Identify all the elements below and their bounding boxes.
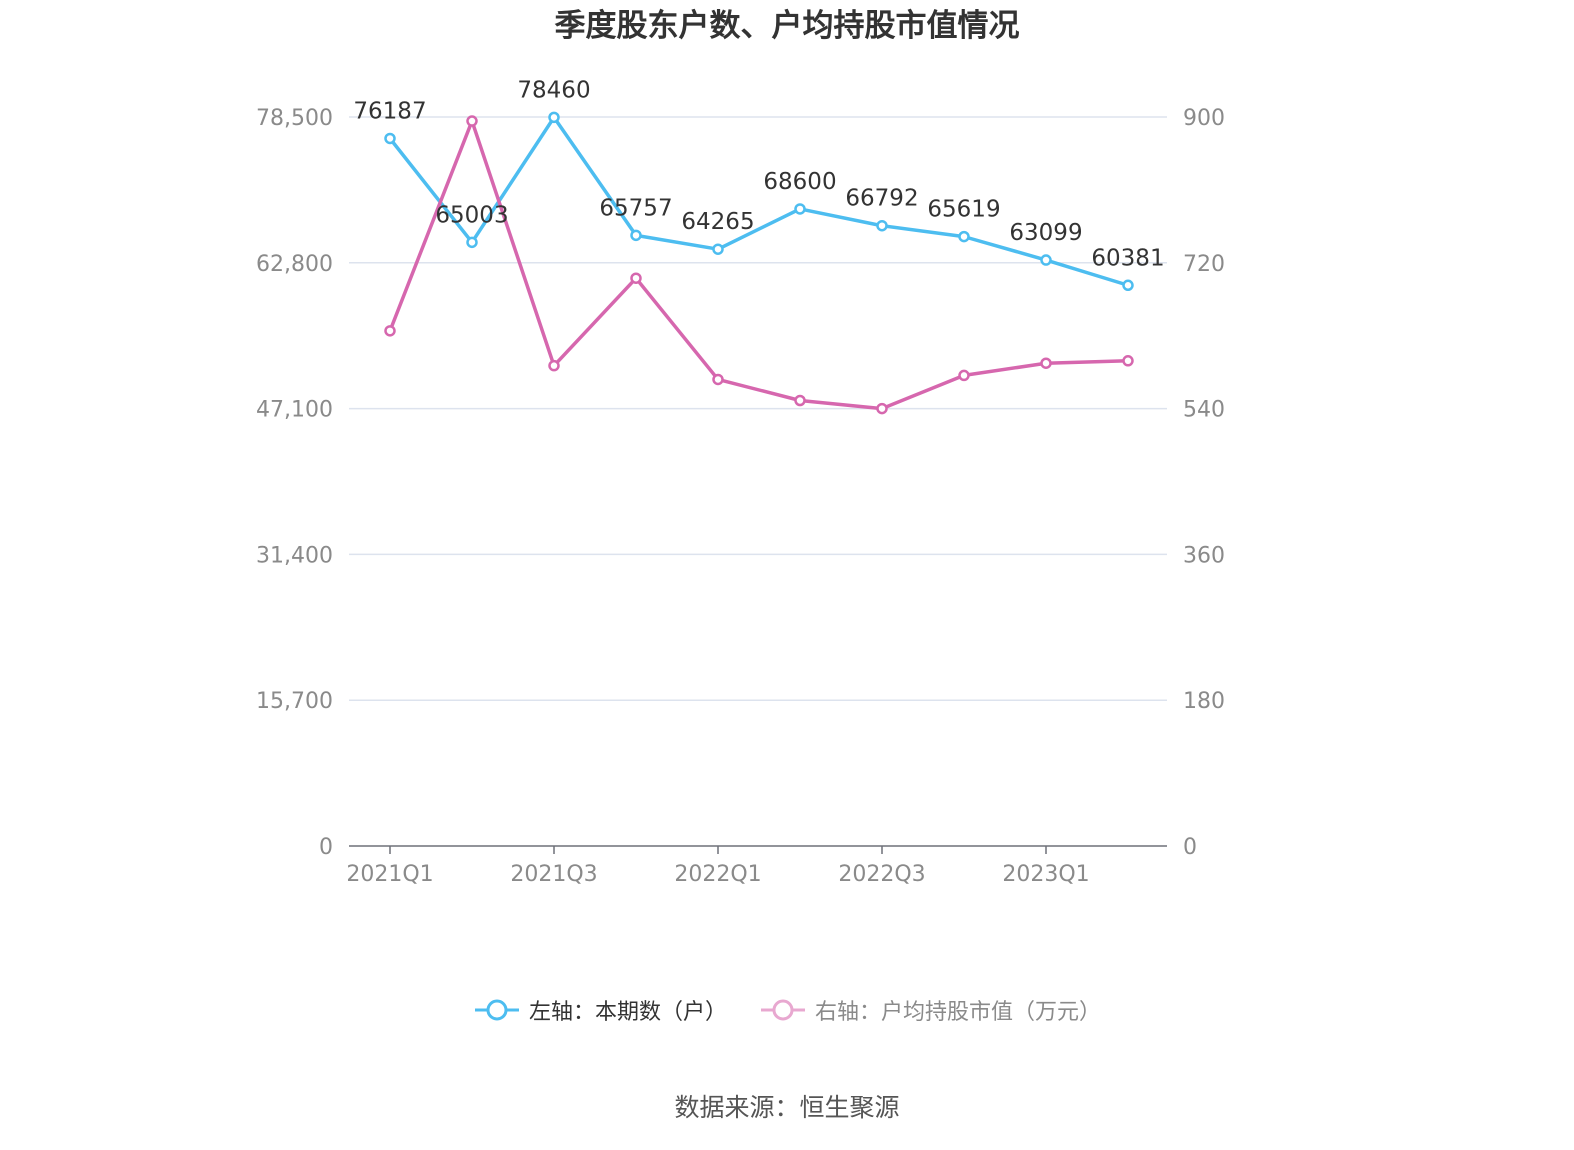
left-axis-tick-label: 0	[319, 835, 333, 860]
data-point	[794, 203, 806, 215]
data-point	[466, 236, 478, 249]
x-axis-tick-label: 2021Q1	[346, 862, 433, 887]
legend-marker-pink-icon	[761, 999, 805, 1021]
x-axis-tick-label: 2023Q1	[1002, 862, 1089, 887]
x-axis-tick-label: 2021Q3	[510, 862, 597, 887]
data-point	[712, 373, 724, 386]
axes: 0 15,700 31,400 47,100 62,800 78,500 0 180 360 54…	[256, 106, 1225, 887]
grid-lines	[349, 116, 1167, 701]
right-axis-tick-label: 900	[1183, 106, 1225, 131]
data-label: 65757	[599, 195, 672, 221]
data-point	[876, 402, 888, 415]
data-point	[384, 132, 396, 145]
series-line-households	[388, 115, 1129, 287]
data-label: 65619	[927, 197, 1000, 223]
data-label: 65003	[435, 202, 508, 228]
left-axis-tick-label: 47,100	[256, 398, 333, 423]
legend-label-avg-value: 右轴：户均持股市值（万元）	[815, 1000, 1102, 1025]
data-label: 76187	[353, 98, 426, 124]
x-axis-tick-label: 2022Q1	[674, 862, 761, 887]
data-label: 63099	[1009, 220, 1082, 246]
data-point	[1040, 357, 1052, 369]
data-point	[712, 243, 724, 255]
left-axis-tick-label: 78,500	[256, 106, 333, 131]
data-point	[958, 230, 970, 243]
legend-marker-blue-icon	[474, 999, 519, 1021]
left-axis-tick-label: 15,700	[256, 689, 333, 714]
x-axis-tick-label: 2022Q3	[838, 862, 925, 887]
data-label: 60381	[1091, 245, 1164, 271]
data-point	[958, 369, 970, 382]
data-label: 64265	[681, 209, 754, 235]
data-label: 78460	[517, 77, 590, 103]
data-point	[548, 359, 560, 372]
left-axis-tick-label: 62,800	[256, 252, 333, 277]
data-point	[794, 394, 806, 407]
legend-item-avg-value[interactable]: 右轴：户均持股市值（万元）	[759, 994, 1101, 1026]
data-labels: 76187 65003 78460 65757 64265 68600 66792 65619…	[353, 77, 1164, 271]
data-point	[630, 229, 642, 242]
right-axis-tick-label: 540	[1183, 398, 1225, 423]
data-point	[630, 272, 642, 284]
chart-title: 季度股东户数、户均持股市值情况	[554, 8, 1020, 44]
data-point	[876, 219, 888, 232]
right-axis-tick-label: 180	[1183, 689, 1225, 714]
data-point	[1122, 279, 1134, 292]
left-axis-tick-label: 31,400	[256, 543, 333, 568]
series-line-avg-value	[388, 119, 1129, 411]
right-axis-tick-label: 720	[1183, 252, 1225, 277]
data-point	[384, 325, 396, 337]
source-note: 数据来源：恒生聚源	[674, 1093, 900, 1122]
data-label: 68600	[763, 169, 836, 195]
legend-item-households[interactable]: 左轴：本期数（户）	[473, 994, 727, 1026]
legend-label-households: 左轴：本期数（户）	[528, 1000, 727, 1025]
data-point	[1122, 355, 1134, 367]
legend: 左轴：本期数（户） 右轴：户均持股市值（万元）	[0, 990, 1574, 1030]
data-point	[548, 111, 560, 124]
series-lines	[384, 111, 1134, 415]
data-point	[466, 115, 478, 127]
data-label: 66792	[845, 186, 918, 212]
right-axis-tick-label: 0	[1183, 835, 1197, 860]
data-point	[1040, 254, 1052, 266]
right-axis-tick-label: 360	[1183, 543, 1225, 568]
